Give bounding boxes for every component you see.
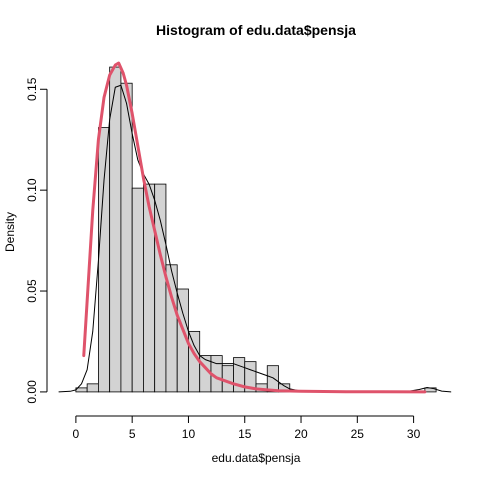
fitted-density-line <box>82 61 427 394</box>
x-tick-label: 25 <box>351 427 365 441</box>
x-tick-label: 30 <box>407 427 421 441</box>
histogram-bar <box>98 127 111 393</box>
x-tick-label: 0 <box>73 427 80 441</box>
x-tick-label: 15 <box>238 427 252 441</box>
histogram-bar <box>120 82 133 393</box>
histogram-bar <box>221 365 234 393</box>
y-tick-label: 0.10 <box>25 178 39 202</box>
histogram-bar <box>154 183 167 393</box>
histogram-bar <box>266 365 279 393</box>
y-tick-label: 0.15 <box>25 77 39 101</box>
histogram-bar <box>143 183 156 393</box>
y-axis-label: Density <box>3 212 17 252</box>
density-curves <box>58 61 452 394</box>
y-axis: 0.00 0.05 0.10 0.15 <box>25 77 48 404</box>
histogram-bar <box>131 187 144 393</box>
chart-title: Histogram of edu.data$pensja <box>156 22 356 38</box>
y-tick-label: 0.05 <box>25 279 39 303</box>
histogram-bars <box>75 66 437 393</box>
x-tick-label: 20 <box>294 427 308 441</box>
y-tick-label: 0.00 <box>25 380 39 404</box>
histogram-bar <box>109 66 122 393</box>
x-tick-label: 5 <box>129 427 136 441</box>
x-tick-label: 10 <box>182 427 196 441</box>
x-axis: 0 5 10 15 20 25 30 <box>73 415 421 441</box>
x-axis-label: edu.data$pensja <box>212 451 301 465</box>
histogram-bar <box>86 383 99 393</box>
histogram-bar <box>244 361 257 393</box>
